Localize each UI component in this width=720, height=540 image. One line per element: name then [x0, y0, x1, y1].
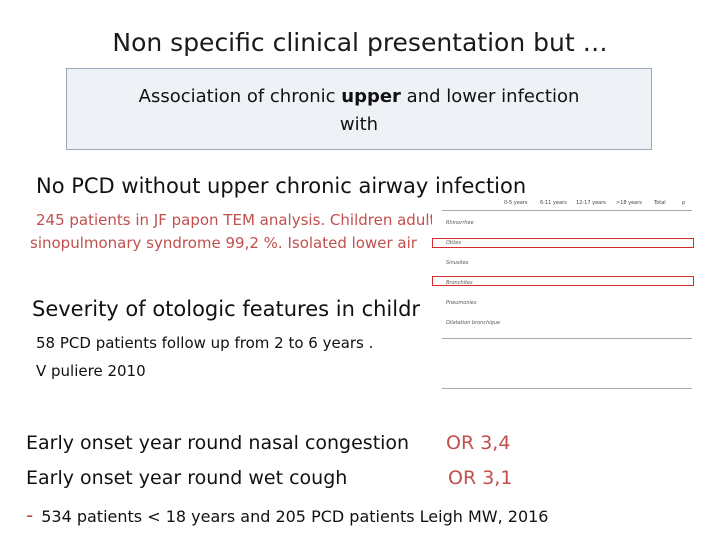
- result-label-cough: Early onset year round wet cough: [26, 467, 348, 489]
- callout-line-1: Association of chronic upper and lower i…: [66, 83, 652, 111]
- figure-header: 0-5 years: [504, 200, 528, 206]
- figure-row-label: Bronchites: [446, 280, 473, 286]
- callout-text-post: and lower infection: [400, 86, 580, 107]
- figure-header: 12-17 years: [576, 200, 606, 206]
- figure-rule: [442, 388, 692, 389]
- section-heading-pcd: No PCD without upper chronic airway infe…: [36, 174, 527, 198]
- callout-text: Association of chronic upper and lower i…: [66, 83, 652, 139]
- figure-highlight-row: [432, 276, 694, 286]
- figure-row-label: Otites: [446, 240, 461, 246]
- callout-box: [66, 68, 652, 150]
- figure-rule: [442, 338, 692, 339]
- callout-line-2: with: [339, 114, 379, 135]
- callout-text-pre: Association of chronic: [138, 86, 342, 107]
- figure-header: >18 years: [616, 200, 642, 206]
- citation-line: V puliere 2010: [36, 362, 146, 380]
- figure-highlight-row: [432, 238, 694, 248]
- slide-title: Non specific clinical presentation but …: [112, 28, 608, 57]
- footer-bullet: -534 patients < 18 years and 205 PCD pat…: [26, 503, 548, 527]
- result-label-nasal: Early onset year round nasal congestion: [26, 432, 410, 454]
- footer-text: 534 patients < 18 years and 205 PCD pati…: [41, 507, 549, 526]
- figure-row-label: Pneumonies: [446, 300, 477, 306]
- followup-line: 58 PCD patients follow up from 2 to 6 ye…: [36, 334, 374, 352]
- callout-text-bold: upper: [341, 86, 401, 107]
- figure-inner: 0-5 years 6-11 years 12-17 years >18 yea…: [432, 198, 694, 412]
- section-heading-otologic: Severity of otologic features in childr: [32, 297, 421, 321]
- figure-header: 6-11 years: [540, 200, 567, 206]
- figure-row-label: Sinusites: [446, 260, 469, 266]
- result-or-cough: OR 3,1: [448, 467, 513, 489]
- figure-row-label: Dilatation bronchique: [446, 320, 501, 326]
- dash-marker: -: [26, 503, 34, 527]
- figure-header: p: [682, 200, 686, 206]
- figure-rule: [442, 210, 692, 211]
- figure-header: Total: [654, 200, 666, 206]
- embedded-table-figure: 0-5 years 6-11 years 12-17 years >18 yea…: [432, 198, 694, 412]
- sinopulmonary-line: sinopulmonary syndrome 99,2 %. Isolated …: [30, 234, 417, 252]
- result-or-nasal: OR 3,4: [446, 432, 511, 454]
- figure-row-label: Rhinorrhée: [446, 220, 474, 226]
- papon-study-line: 245 patients in JF papon TEM analysis. C…: [36, 211, 518, 229]
